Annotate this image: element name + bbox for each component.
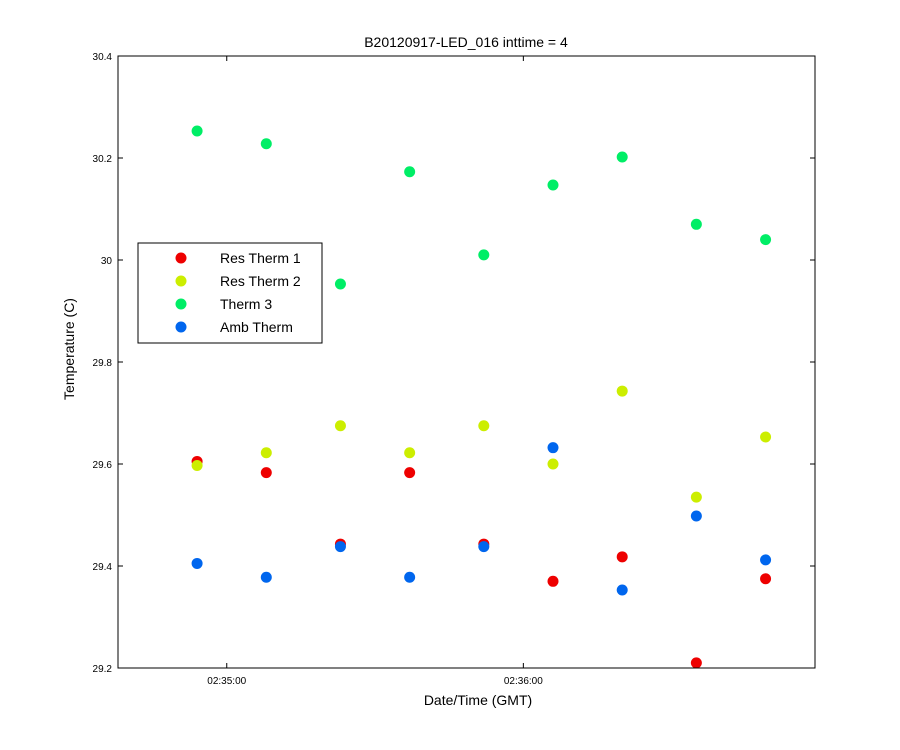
data-point-res-therm-2 (478, 420, 490, 432)
data-point-res-therm-2 (690, 491, 702, 503)
series-res-therm-2 (191, 385, 772, 503)
chart-title: B20120917-LED_016 inttime = 4 (364, 34, 568, 50)
data-point-therm-3 (478, 249, 490, 261)
data-point-therm-3 (334, 278, 346, 290)
legend-box (137, 242, 323, 344)
data-point-res-therm-1 (547, 575, 559, 587)
y-tick-label: 29.2 (93, 664, 113, 675)
data-point-res-therm-2 (191, 460, 203, 472)
data-point-therm-3 (260, 138, 272, 150)
data-point-res-therm-2 (547, 458, 559, 470)
data-point-amb-therm (690, 510, 702, 522)
data-point-res-therm-2 (334, 420, 346, 432)
data-point-therm-3 (404, 166, 416, 178)
data-point-therm-3 (760, 234, 772, 246)
data-point-res-therm-1 (690, 657, 702, 669)
data-point-amb-therm (478, 541, 490, 553)
x-tick-label: 02:36:00 (504, 676, 543, 687)
y-tick-label: 30.2 (93, 154, 113, 165)
legend-label-therm-3: Therm 3 (220, 296, 272, 312)
y-axis: 29.2 29.4 29.6 29.8 30 30.2 30.4 (93, 52, 815, 675)
series-amb-therm (191, 442, 772, 596)
legend-marker-therm-3 (175, 298, 187, 310)
data-point-res-therm-1 (404, 467, 416, 479)
data-point-therm-3 (616, 151, 628, 163)
data-point-therm-3 (690, 218, 702, 230)
y-axis-label: Temperature (C) (61, 298, 77, 400)
data-point-res-therm-2 (616, 385, 628, 397)
data-point-amb-therm (404, 571, 416, 583)
x-axis-label: Date/Time (GMT) (424, 692, 532, 708)
data-point-amb-therm (260, 571, 272, 583)
legend-marker-res-therm-2 (175, 275, 187, 287)
series-therm-3 (191, 125, 772, 290)
x-tick-label: 02:35:00 (207, 676, 246, 687)
legend-marker-amb-therm (175, 321, 187, 333)
plot-area (118, 56, 815, 668)
legend-marker-res-therm-1 (175, 252, 187, 264)
y-tick-label: 29.4 (93, 562, 113, 573)
data-points (191, 125, 772, 669)
data-point-res-therm-2 (404, 447, 416, 459)
legend-label-res-therm-1: Res Therm 1 (220, 250, 301, 266)
y-tick-label: 30 (101, 256, 113, 267)
data-point-res-therm-2 (760, 431, 772, 443)
data-point-amb-therm (547, 442, 559, 454)
data-point-res-therm-2 (260, 447, 272, 459)
y-tick-label: 29.6 (93, 460, 113, 471)
legend: Res Therm 1 Res Therm 2 Therm 3 Amb Ther… (137, 242, 323, 344)
data-point-therm-3 (547, 179, 559, 191)
data-point-amb-therm (616, 584, 628, 596)
data-point-amb-therm (191, 557, 203, 569)
data-point-res-therm-1 (616, 551, 628, 563)
legend-label-res-therm-2: Res Therm 2 (220, 273, 301, 289)
data-point-therm-3 (191, 125, 203, 137)
legend-label-amb-therm: Amb Therm (220, 319, 293, 335)
y-tick-label: 29.8 (93, 358, 113, 369)
data-point-amb-therm (334, 541, 346, 553)
x-axis: 02:35:00 02:36:00 (207, 56, 543, 687)
data-point-res-therm-1 (260, 467, 272, 479)
y-tick-label: 30.4 (93, 52, 113, 63)
data-point-amb-therm (760, 554, 772, 566)
data-point-res-therm-1 (760, 573, 772, 585)
